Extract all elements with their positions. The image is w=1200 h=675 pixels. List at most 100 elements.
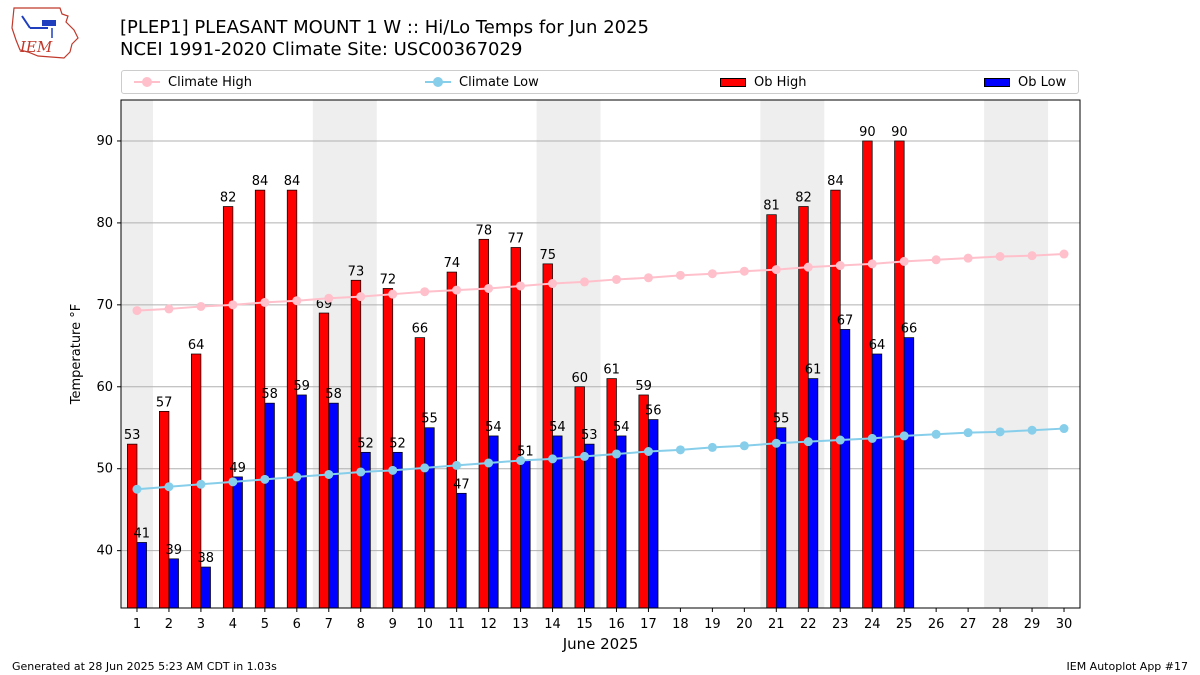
climate-high-point [771,265,781,275]
x-tick-label: 25 [896,617,913,632]
climate-low-point [707,442,717,452]
ob-high-label: 74 [444,256,461,271]
ob-high-bar [286,189,298,609]
ob-low-label: 66 [901,322,918,337]
climate-high-point [292,296,302,306]
ob-high-label: 78 [476,223,493,238]
legend-climate-low-swatch [425,77,451,87]
x-tick-label: 11 [448,617,465,632]
climate-high-point [484,283,494,293]
climate-high-point [931,255,941,265]
logo-text: IEM [19,38,53,56]
climate-low-point [803,437,813,447]
ob-low-bar [424,427,435,609]
ob-low-bar [392,451,403,609]
climate-high-point [196,301,206,311]
climate-low-point [835,435,845,445]
climate-low-point [196,479,206,489]
chart-legend: Climate High Climate Low Ob High Ob Low [121,70,1079,94]
ob-high-label: 72 [380,272,397,287]
climate-low-point [516,456,526,466]
climate-low-point [420,463,430,473]
x-tick-label: 27 [960,617,977,632]
ob-high-label: 59 [635,379,652,394]
climate-low-point [164,482,174,492]
y-tick-label: 60 [96,380,113,395]
legend-climate-low: Climate Low [425,71,539,93]
ob-low-label: 58 [325,387,342,402]
climate-low-point [292,472,302,482]
ob-low-bar [136,542,147,609]
climate-high-line [136,253,1065,312]
x-tick-label: 21 [768,617,785,632]
ob-low-label: 54 [549,420,566,435]
ob-high-label: 82 [220,191,237,206]
x-tick-label: 12 [480,617,497,632]
climate-low-point [484,458,494,468]
ob-high-label: 75 [539,248,556,263]
x-tick-label: 17 [640,617,657,632]
climate-low-point [899,431,909,441]
ob-low-label: 67 [837,313,854,328]
ob-high-label: 82 [795,191,812,206]
ob-high-bar [510,247,521,609]
ob-low-bar [264,402,275,609]
x-tick-label: 9 [389,617,397,632]
x-tick-label: 26 [928,617,945,632]
x-tick-label: 8 [357,617,365,632]
ob-low-label: 41 [134,526,151,541]
climate-high-point [995,251,1005,261]
ob-low-bar [200,566,211,609]
ob-high-label: 66 [412,322,429,337]
x-tick-label: 16 [608,617,625,632]
climate-high-point [707,269,717,279]
ob-high-label: 84 [252,174,269,189]
ob-low-label: 53 [581,428,598,443]
ob-low-bar [807,378,819,609]
ob-low-bar [168,558,179,609]
app-label: IEM Autoplot App #17 [1066,660,1189,673]
ob-high-label: 81 [763,199,780,214]
legend-ob-low: Ob Low [984,71,1066,93]
climate-high-point [580,277,590,287]
climate-low-point [228,477,238,487]
ob-low-label: 54 [485,420,502,435]
x-tick-label: 10 [416,617,433,632]
x-tick-label: 1 [133,617,141,632]
climate-high-point [388,289,398,299]
ob-low-label: 54 [613,420,630,435]
iem-logo-icon: IEM [11,7,79,59]
ob-high-label: 90 [859,125,876,140]
ob-low-label: 61 [805,363,822,378]
ob-high-label: 60 [571,371,588,386]
climate-high-point [452,285,462,295]
climate-low-point [963,428,973,438]
ob-low-label: 47 [453,477,470,492]
x-tick-label: 22 [800,617,817,632]
ob-low-label: 52 [389,436,406,451]
climate-high-point [260,297,270,307]
climate-low-point [388,465,398,475]
climate-high-point [963,253,973,263]
climate-high-point [324,293,334,303]
ob-high-label: 77 [508,231,525,246]
legend-climate-low-label: Climate Low [459,74,539,90]
ob-high-bar [446,271,457,609]
chart-title: [PLEP1] PLEASANT MOUNT 1 W :: Hi/Lo Temp… [120,17,649,38]
ob-high-bar [574,386,585,609]
ob-low-bar [232,476,243,609]
x-tick-label: 14 [544,617,561,632]
y-tick-label: 50 [96,462,113,477]
ob-high-label: 57 [156,395,173,410]
ob-low-label: 52 [357,436,374,451]
climate-low-point [643,447,653,457]
climate-high-point [548,279,558,289]
ob-high-bar [542,263,553,609]
climate-low-point [324,469,334,479]
ob-high-label: 90 [891,125,908,140]
x-tick-label: 19 [704,617,721,632]
climate-high-point [1059,249,1069,259]
ob-low-label: 38 [197,551,214,566]
x-tick-label: 23 [832,617,849,632]
climate-high-point [899,256,909,266]
